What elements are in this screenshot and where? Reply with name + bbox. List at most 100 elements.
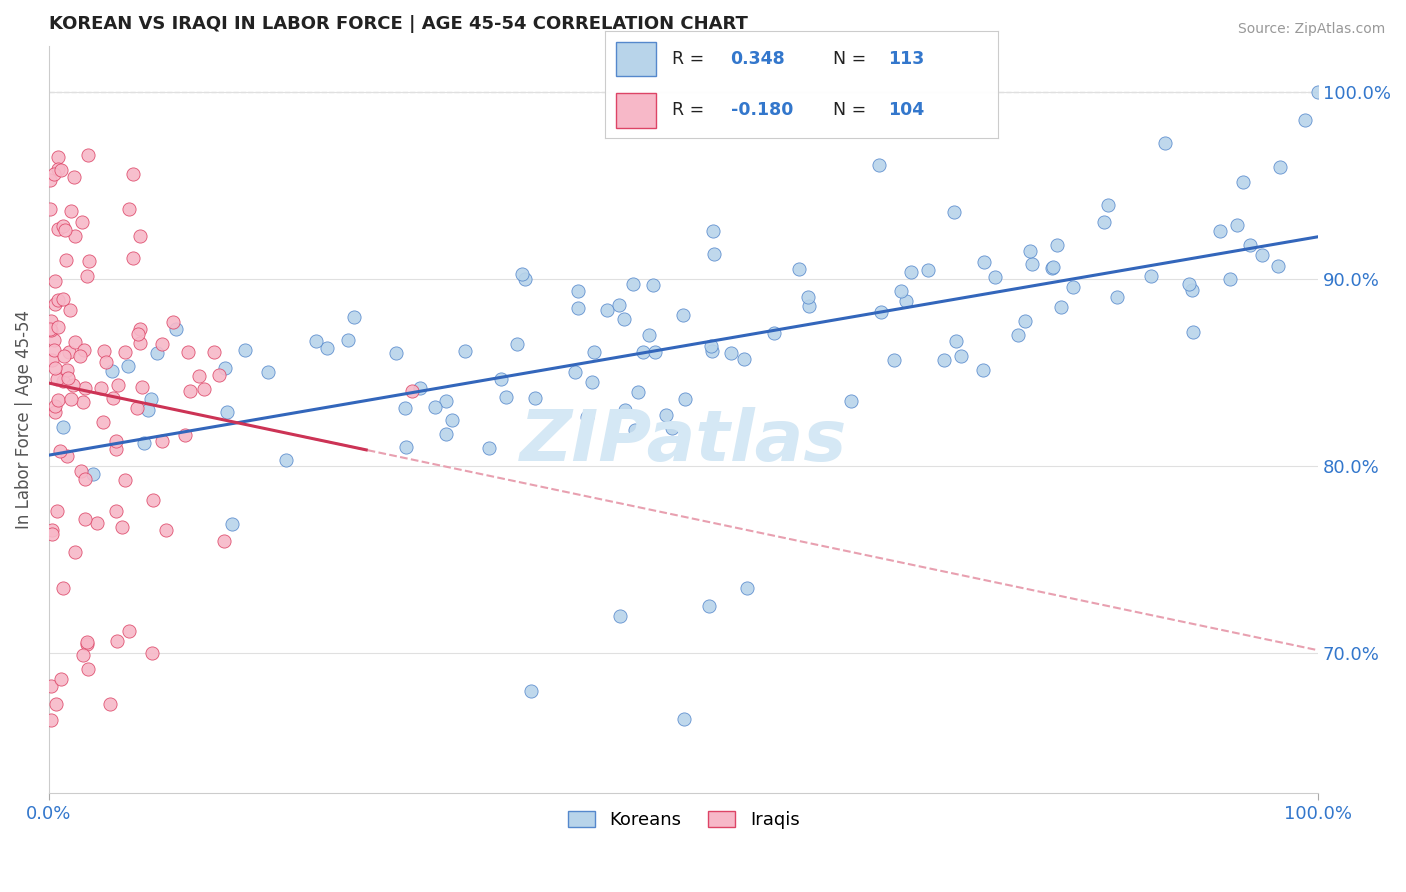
Point: [41, 352, 63, 367]
Point: [77, 253, 100, 268]
Point: [661, 420, 683, 434]
Point: [932, 353, 955, 368]
Point: [1181, 283, 1204, 297]
Point: [735, 581, 758, 595]
Point: [1267, 259, 1289, 273]
Point: [104, 442, 127, 457]
Point: [945, 334, 967, 348]
Point: [46, 504, 69, 518]
Point: [42, 343, 65, 357]
Point: [46, 293, 69, 307]
Point: [839, 394, 862, 409]
Point: [950, 349, 973, 363]
Point: [655, 408, 678, 422]
Point: [917, 263, 939, 277]
Point: [973, 255, 995, 269]
Point: [520, 683, 543, 698]
Point: [972, 363, 994, 377]
Point: [72, 648, 94, 662]
Point: [165, 322, 187, 336]
Point: [489, 372, 512, 386]
Point: [63, 169, 86, 184]
Point: [46, 319, 69, 334]
Point: [145, 345, 167, 359]
Text: 113: 113: [889, 50, 924, 68]
Point: [58, 371, 80, 385]
Point: [56, 363, 79, 377]
Point: [105, 504, 128, 518]
Point: [1097, 198, 1119, 212]
Point: [1062, 280, 1084, 294]
Text: 0.348: 0.348: [731, 50, 786, 68]
Point: [596, 303, 619, 318]
Point: [132, 435, 155, 450]
Point: [900, 265, 922, 279]
Point: [90, 381, 112, 395]
Point: [41, 527, 63, 541]
Point: [733, 351, 755, 366]
Point: [70, 464, 93, 478]
Point: [111, 519, 134, 533]
Point: [394, 401, 416, 416]
Point: [478, 441, 501, 455]
Point: [73, 472, 96, 486]
Point: [114, 344, 136, 359]
Point: [1308, 86, 1330, 100]
Point: [118, 202, 141, 216]
Point: [697, 599, 720, 614]
Point: [127, 326, 149, 341]
Point: [274, 453, 297, 467]
Point: [76, 635, 98, 649]
Point: [49, 163, 72, 178]
Point: [118, 624, 141, 638]
Text: N =: N =: [832, 102, 872, 120]
Point: [76, 637, 98, 651]
Point: [39, 323, 62, 337]
Point: [890, 284, 912, 298]
Point: [77, 148, 100, 162]
Point: [1250, 248, 1272, 262]
Point: [1007, 328, 1029, 343]
Point: [94, 355, 117, 369]
Point: [75, 512, 97, 526]
Point: [44, 361, 66, 376]
Point: [305, 334, 328, 348]
Point: [141, 392, 163, 407]
Point: [41, 314, 63, 328]
Point: [1040, 260, 1063, 275]
Point: [136, 402, 159, 417]
Point: [53, 222, 76, 236]
Point: [896, 293, 918, 308]
Point: [703, 247, 725, 261]
Point: [179, 384, 201, 398]
Point: [82, 467, 104, 481]
Point: [41, 679, 63, 693]
Point: [77, 662, 100, 676]
Point: [720, 345, 742, 359]
Point: [46, 393, 69, 408]
Point: [441, 413, 464, 427]
Point: [214, 534, 236, 549]
Point: [46, 372, 69, 386]
Point: [101, 391, 124, 405]
Point: [1294, 113, 1316, 128]
Point: [58, 344, 80, 359]
Point: [93, 415, 115, 429]
Point: [86, 516, 108, 530]
Point: [1226, 218, 1249, 232]
Point: [1018, 244, 1040, 258]
Point: [202, 344, 225, 359]
Point: [1105, 290, 1128, 304]
Point: [564, 365, 586, 379]
Point: [626, 384, 648, 399]
Point: [643, 277, 665, 292]
Point: [42, 333, 65, 347]
Point: [101, 364, 124, 378]
Point: [44, 297, 66, 311]
Point: [870, 304, 893, 318]
Point: [142, 493, 165, 508]
Point: [121, 251, 143, 265]
Point: [128, 229, 150, 244]
Bar: [616, 42, 655, 76]
Point: [510, 267, 533, 281]
